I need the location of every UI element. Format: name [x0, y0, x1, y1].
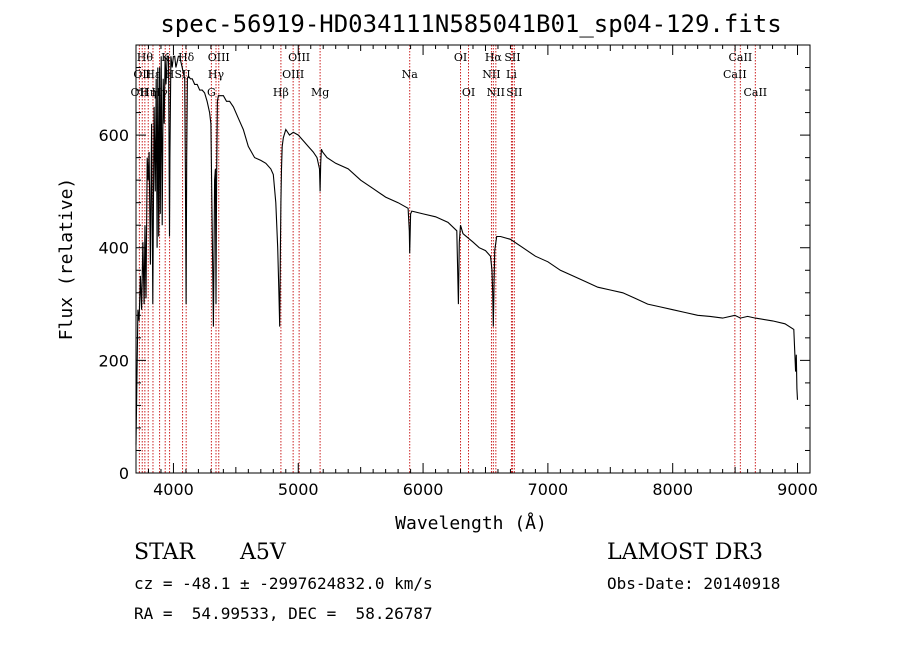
- y-axis-label: Flux (relative): [56, 178, 77, 341]
- line-label-caii: CaII: [723, 68, 747, 81]
- line-label-nii: NII: [482, 68, 500, 81]
- line-label-nii: NII: [487, 86, 505, 99]
- line-label-sii: SII: [504, 51, 520, 64]
- y-tick-label: 600: [98, 126, 129, 145]
- spectral-line-markers: [138, 45, 756, 473]
- spectrum-line: [135, 55, 799, 445]
- y-tick-label: 200: [98, 351, 129, 370]
- line-label-oiii: OIII: [208, 51, 230, 64]
- y-tick-label: 400: [98, 239, 129, 258]
- line-label-oii: OII: [131, 86, 149, 99]
- x-tick-label: 6000: [403, 480, 444, 499]
- redshift-velocity: cz = -48.1 ± -2997624832.0 km/s: [134, 574, 433, 593]
- object-class: STAR: [134, 540, 195, 565]
- object-subclass: A5V: [240, 540, 286, 565]
- line-label-mg: Mg: [311, 86, 329, 99]
- x-tick-label: 4000: [153, 480, 194, 499]
- observation-date: Obs-Date: 20140918: [607, 574, 781, 593]
- x-tick-label: 7000: [528, 480, 569, 499]
- line-label-hε: Hε: [145, 68, 161, 81]
- line-label-hθ: Hθ: [137, 51, 154, 64]
- line-label-oiii: OIII: [282, 68, 304, 81]
- x-axis: 4000 5000 6000 7000 8000 9000: [147, 45, 818, 499]
- x-tick-label: 8000: [652, 480, 693, 499]
- x-tick-label: 5000: [278, 480, 319, 499]
- line-label-oiii: OIII: [288, 51, 310, 64]
- line-label-hγ: Hγ: [208, 68, 225, 81]
- line-label-oii: OII: [133, 68, 151, 81]
- line-label-hα: Hα: [485, 51, 503, 64]
- line-label-hη: Hη: [140, 86, 156, 99]
- survey-name: LAMOST DR3: [607, 540, 763, 565]
- line-label-hδ: Hδ: [178, 51, 195, 64]
- line-label-caii: CaII: [743, 86, 767, 99]
- x-axis-label: Wavelength (Å): [395, 512, 547, 534]
- y-axis: 0 200 400 600: [98, 67, 810, 483]
- line-label-sii: SII: [174, 68, 190, 81]
- line-label-g: G: [207, 86, 216, 99]
- line-label-oi: OI: [454, 51, 467, 64]
- y-tick-label: 0: [119, 464, 129, 483]
- chart-title: spec-56919-HD034111N585041B01_sp04-129.f…: [160, 10, 781, 38]
- line-label-li: Li: [506, 68, 517, 81]
- line-label-hβ: Hβ: [273, 86, 289, 99]
- line-label-oi: OI: [462, 86, 475, 99]
- line-label-h: H: [165, 68, 175, 81]
- line-label-sii: SII: [506, 86, 522, 99]
- line-label-na: Na: [402, 68, 419, 81]
- coordinates: RA = 54.99533, DEC = 58.26787: [134, 604, 433, 623]
- line-label-caii: CaII: [729, 51, 753, 64]
- x-tick-label: 9000: [777, 480, 818, 499]
- plot-frame: [135, 44, 811, 474]
